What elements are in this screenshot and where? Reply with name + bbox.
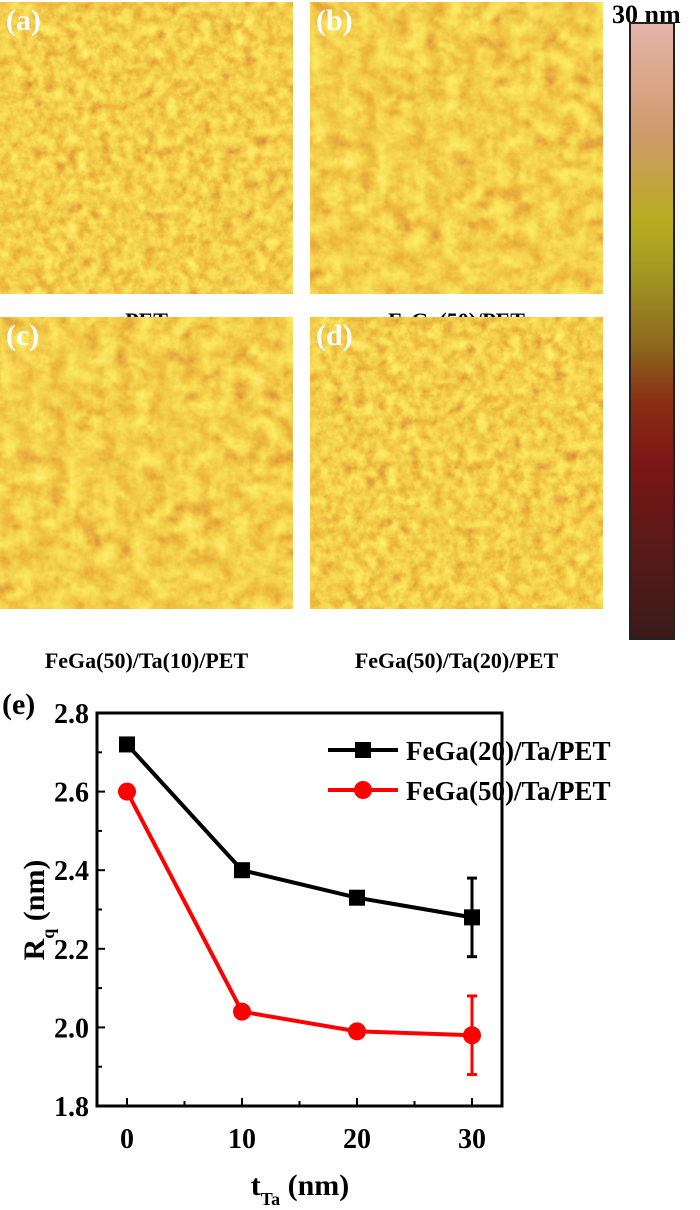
caption-d: FeGa(50)/Ta(20)/PET xyxy=(354,648,559,673)
series-line xyxy=(125,743,473,920)
y-tick-label: 2.2 xyxy=(54,935,89,966)
data-point xyxy=(118,782,136,801)
legend-marker xyxy=(354,781,372,799)
x-tick-label: 20 xyxy=(343,1124,371,1155)
panel-label-d: (d) xyxy=(316,319,353,352)
plot-frame xyxy=(95,711,504,1108)
rq-chart: (e) 1.8 2.0 2.2 2.4 2.6 2.8 0 10 20 30 tTa (nm) Rq (… xyxy=(2,688,611,1209)
data-point xyxy=(119,736,135,753)
caption-c: FeGa(50)/Ta(10)/PET xyxy=(44,648,249,673)
y-tick-label: 1.8 xyxy=(54,1092,89,1123)
x-tick-label: 0 xyxy=(120,1124,134,1155)
afm-image-c xyxy=(0,317,293,609)
legend-label: FeGa(50)/Ta/PET xyxy=(406,776,611,806)
panel-label-a: (a) xyxy=(6,4,41,37)
y-tick-label: 2.8 xyxy=(54,699,89,730)
y-tick-label: 2.0 xyxy=(54,1013,89,1044)
y-axis-label: Rq (nm) xyxy=(18,860,58,961)
data-point xyxy=(463,1026,481,1045)
data-point xyxy=(348,1022,366,1041)
x-tick-label: 10 xyxy=(228,1124,256,1155)
data-point xyxy=(349,889,365,906)
afm-image-a xyxy=(0,2,293,294)
y-tick-label: 2.4 xyxy=(54,856,89,887)
x-axis-label: tTa (nm) xyxy=(251,1169,350,1209)
legend-marker xyxy=(355,742,371,758)
height-colorbar xyxy=(629,22,675,640)
x-tick-label: 30 xyxy=(458,1124,486,1155)
afm-image-d xyxy=(310,317,603,609)
panel-label-c: (c) xyxy=(6,319,40,352)
y-tick-label: 2.6 xyxy=(54,778,89,809)
legend-label: FeGa(20)/Ta/PET xyxy=(406,736,611,766)
data-point xyxy=(234,862,250,879)
panel-label-b: (b) xyxy=(316,4,353,37)
data-point xyxy=(233,1002,251,1021)
afm-image-b xyxy=(310,2,603,294)
data-point xyxy=(464,909,480,926)
panel-label-e: (e) xyxy=(2,688,35,721)
series-line xyxy=(125,790,473,1038)
